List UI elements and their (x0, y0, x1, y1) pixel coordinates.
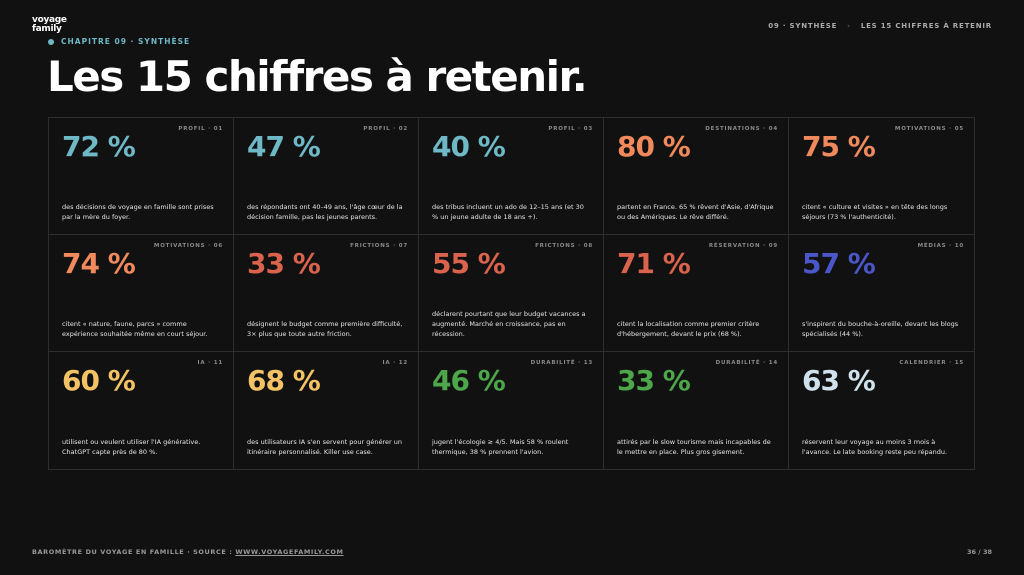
title: Les 15 chiffres à retenir. (47, 52, 588, 101)
page-number: 36 / 38 (967, 548, 992, 556)
card-figure: 60 % (62, 364, 136, 397)
card-tag: PROFIL · 01 (178, 126, 223, 132)
card-figure: 33 % (247, 247, 321, 280)
card-tag: FRICTIONS · 07 (350, 243, 408, 249)
stat-card: CALENDRIER · 15 63 % réservent leur voyage… (789, 352, 974, 469)
footer-link[interactable]: WWW.VOYAGEFAMILY.COM (235, 548, 344, 556)
stat-card: MÉDIAS · 10 57 % s'inspirent du bouche-à-o… (789, 235, 974, 352)
logo-line: family (32, 24, 62, 34)
chapter: CHAPITRE 09 · SYNTHÈSE (48, 37, 190, 46)
card-text: des décisions de voyage en famille sont … (62, 203, 214, 221)
card-figure: 80 % (617, 130, 691, 163)
stat-card: DURABILITÉ · 14 33 % attirés par le slow t… (604, 352, 789, 469)
card-figure: 46 % (432, 364, 506, 397)
card-text: utilisent ou veulent utiliser l'IA génér… (62, 438, 201, 456)
card-text: des utilisateurs IA s'en servent pour gé… (247, 438, 402, 456)
card-tag: PROFIL · 02 (363, 126, 408, 132)
card-tag: MÉDIAS · 10 (917, 243, 964, 249)
card-figure: 68 % (247, 364, 321, 397)
card-tag: IA · 11 (197, 360, 223, 366)
card-text: déclarent pourtant que leur budget vacan… (432, 310, 586, 338)
card-figure: 57 % (802, 247, 876, 280)
card-text: réservent leur voyage au moins 3 mois à … (802, 438, 948, 456)
card-text: désignent le budget comme première diffi… (247, 320, 403, 338)
stat-card: PROFIL · 02 47 % des répondants ont 40–49 … (234, 118, 419, 235)
card-tag: DURABILITÉ · 13 (530, 360, 593, 366)
stat-card: MOTIVATIONS · 05 75 % citent « culture et … (789, 118, 974, 235)
card-tag: PROFIL · 03 (548, 126, 593, 132)
card-figure: 75 % (802, 130, 876, 163)
card-figure: 72 % (62, 130, 136, 163)
card-figure: 71 % (617, 247, 691, 280)
breadcrumb: 09 · SYNTHÈSE › LES 15 CHIFFRES À RETENI… (768, 22, 992, 30)
card-figure: 40 % (432, 130, 506, 163)
card-tag: CALENDRIER · 15 (899, 360, 964, 366)
card-text: des tribus incluent un ado de 12–15 ans … (432, 203, 584, 221)
stat-card: FRICTIONS · 07 33 % désignent le budget co… (234, 235, 419, 352)
card-figure: 33 % (617, 364, 691, 397)
card-grid: PROFIL · 01 72 % des décisions de voyage e… (48, 117, 975, 470)
card-text: citent la localisation comme premier cri… (617, 320, 760, 338)
card-tag: RÉSERVATION · 09 (708, 243, 778, 249)
card-tag: DURABILITÉ · 14 (715, 360, 778, 366)
stat-card: IA · 12 68 % des utilisateurs IA s'en serv… (234, 352, 419, 469)
stat-card: IA · 11 60 % utilisent ou veulent utiliser… (49, 352, 234, 469)
chapter-label: CHAPITRE 09 · SYNTHÈSE (61, 37, 191, 46)
card-text: partent en France. 65 % rêvent d'Asie, d… (617, 203, 774, 221)
logo-line: voyage (32, 15, 67, 25)
breadcrumb-item: 09 · SYNTHÈSE (768, 22, 838, 30)
card-figure: 55 % (432, 247, 506, 280)
card-tag: MOTIVATIONS · 05 (894, 126, 964, 132)
card-tag: IA · 12 (382, 360, 408, 366)
card-figure: 47 % (247, 130, 321, 163)
card-tag: MOTIVATIONS · 06 (153, 243, 223, 249)
card-text: jugent l'écologie ≥ 4/5. Mais 58 % roule… (432, 438, 569, 456)
card-tag: DESTINATIONS · 04 (705, 126, 778, 132)
stat-card: DESTINATIONS · 04 80 % partent en France. … (604, 118, 789, 235)
stat-card: DURABILITÉ · 13 46 % jugent l'écologie ≥ 4… (419, 352, 604, 469)
card-text: s'inspirent du bouche-à-oreille, devant … (802, 320, 959, 338)
stat-card: MOTIVATIONS · 06 74 % citent « nature, fau… (49, 235, 234, 352)
card-text: citent « nature, faune, parcs » comme ex… (62, 320, 208, 338)
card-text: des répondants ont 40–49 ans, l'âge cœur… (247, 203, 403, 221)
card-tag: FRICTIONS · 08 (535, 243, 593, 249)
stat-card: RÉSERVATION · 09 71 % citent la localisati… (604, 235, 789, 352)
footer-source: BAROMÈTRE DU VOYAGE EN FAMILLE · SOURCE … (32, 548, 233, 556)
footer: BAROMÈTRE DU VOYAGE EN FAMILLE · SOURCE … (32, 548, 344, 556)
stat-card: FRICTIONS · 08 55 % déclarent pourtant que… (419, 235, 604, 352)
card-text: attirés par le slow tourisme mais incapa… (617, 438, 771, 456)
stat-card: PROFIL · 01 72 % des décisions de voyage e… (49, 118, 234, 235)
breadcrumb-separator: › (847, 22, 851, 30)
breadcrumb-item: LES 15 CHIFFRES À RETENIR (860, 22, 992, 30)
stat-card: PROFIL · 03 40 % des tribus incluent un ad… (419, 118, 604, 235)
card-text: citent « culture et visites » en tête de… (802, 203, 948, 221)
logo: voyage family (32, 16, 67, 34)
card-figure: 63 % (802, 364, 876, 397)
chapter-dot (48, 38, 54, 45)
card-figure: 74 % (62, 247, 136, 280)
